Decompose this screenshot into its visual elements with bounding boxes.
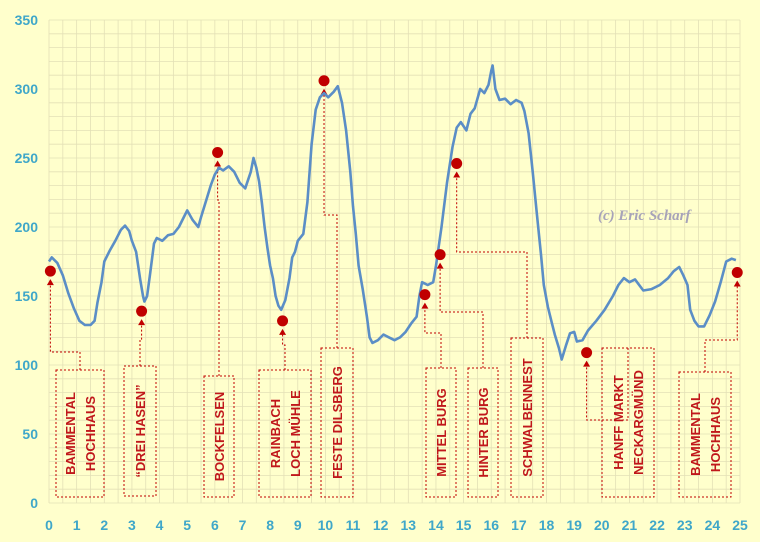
x-tick-label: 14 (428, 517, 444, 533)
annotation-leader (586, 348, 629, 421)
x-tick-label: 24 (705, 517, 721, 533)
annotation-labels: BAMMENTAL HOCHHAUS “DREI HASEN” BOCKFELSEN R… (55, 337, 732, 498)
annotation-arrowhead (436, 262, 444, 269)
annotation-marker (318, 75, 330, 87)
annotation-leader (704, 282, 738, 372)
annotation-box (203, 375, 235, 498)
annotation-label: NECKARGMÜND (631, 370, 646, 475)
x-tick-label: 2 (100, 517, 108, 533)
x-tick-label: 10 (318, 517, 334, 533)
annotation-arrowhead (46, 279, 54, 286)
annotation-leader (282, 330, 286, 370)
annotation-box (55, 369, 105, 498)
y-tick-label: 150 (15, 288, 39, 304)
grid-lines (48, 19, 741, 504)
y-tick-label: 0 (30, 495, 38, 511)
x-tick-label: 21 (622, 517, 638, 533)
annotation-arrowhead (214, 160, 222, 167)
x-tick-label: 0 (45, 517, 53, 533)
annotation-label: HOCHHAUS (83, 396, 98, 471)
x-tick-label: 15 (456, 517, 472, 533)
elevation-series (47, 64, 737, 361)
annotation-marker (44, 265, 56, 277)
x-tick-label: 25 (732, 517, 748, 533)
x-tick-label: 22 (649, 517, 665, 533)
x-tick-label: 19 (566, 517, 582, 533)
y-tick-label: 250 (15, 150, 39, 166)
annotation-marker (277, 315, 289, 327)
x-tick-label: 20 (594, 517, 610, 533)
annotation-arrowhead (138, 319, 146, 326)
annotation-label: MITTEL BURG (434, 388, 449, 477)
annotation-box (601, 347, 655, 498)
annotation-leader (456, 173, 528, 338)
annotation-box (258, 369, 312, 498)
x-tick-label: 7 (239, 517, 247, 533)
x-tick-label: 16 (483, 517, 499, 533)
annotation-leader (217, 162, 220, 376)
annotation-marker (581, 347, 593, 359)
annotation-label: “DREI HASEN” (133, 384, 148, 477)
x-tick-label: 6 (211, 517, 219, 533)
annotation-marker (731, 267, 743, 279)
annotation-label: HANFF MARKT (611, 375, 626, 470)
annotation-marker (212, 146, 224, 158)
annotation-marker (419, 289, 431, 301)
x-tick-label: 9 (294, 517, 302, 533)
x-tick-label: 18 (539, 517, 555, 533)
copyright-text: (c) Eric Scharf (598, 208, 692, 224)
annotation-leader (49, 281, 81, 370)
x-tick-label: 5 (183, 517, 191, 533)
x-tick-label: 13 (401, 517, 417, 533)
y-tick-label: 350 (15, 12, 39, 28)
x-tick-label: 8 (266, 517, 274, 533)
annotation-box (123, 365, 157, 497)
x-axis-ticks: 0 1 2 3 4 5 6 7 8 9 10 11 12 13 14 15 16 17 18 19 20 21 22 23 24… (45, 517, 748, 533)
y-tick-label: 200 (15, 219, 39, 235)
annotation-leader (424, 304, 442, 368)
annotation-label: HINTER BURG (476, 387, 491, 477)
annotation-label: HOCHHAUS (708, 397, 723, 472)
annotation-label: SCHWALBENNEST (520, 358, 535, 477)
annotation-label: BOCKFELSEN (212, 392, 227, 482)
y-tick-label: 50 (22, 426, 38, 442)
annotation-arrowhead (733, 280, 741, 287)
annotation-arrowhead (583, 360, 591, 367)
annotation-label: BAMMENTAL (688, 393, 703, 476)
annotation-box (467, 367, 499, 498)
y-axis-ticks: 0 50 100 150 200 250 300 350 (15, 12, 39, 511)
elevation-line (47, 64, 737, 361)
annotation-box (678, 371, 732, 498)
annotation-leader (323, 90, 338, 348)
annotation-box (510, 337, 544, 498)
x-tick-label: 17 (511, 517, 527, 533)
annotation-marker (434, 249, 446, 261)
annotation-leader (139, 321, 143, 366)
annotation-leaders (46, 88, 741, 421)
y-tick-label: 100 (15, 357, 39, 373)
annotation-label: RAINBACH (268, 399, 283, 468)
annotation-label: FESTE DILSBERG (330, 366, 345, 479)
x-tick-label: 11 (346, 517, 361, 533)
x-tick-label: 3 (128, 517, 136, 533)
annotation-arrowhead (279, 328, 287, 335)
annotation-marker (136, 305, 148, 317)
annotation-leader (439, 264, 484, 368)
annotation-box (320, 347, 354, 498)
annotation-marker (451, 158, 463, 170)
annotation-label: BAMMENTAL (63, 392, 78, 475)
annotation-markers (44, 75, 743, 359)
annotation-arrowhead (421, 302, 429, 309)
x-tick-label: 12 (373, 517, 389, 533)
y-tick-label: 300 (15, 81, 39, 97)
x-tick-label: 4 (156, 517, 164, 533)
annotation-label: LOCH MÜHLE (288, 390, 303, 477)
x-tick-label: 23 (677, 517, 693, 533)
annotation-box (425, 367, 457, 498)
annotation-arrowhead (453, 171, 461, 178)
x-tick-label: 1 (73, 517, 81, 533)
